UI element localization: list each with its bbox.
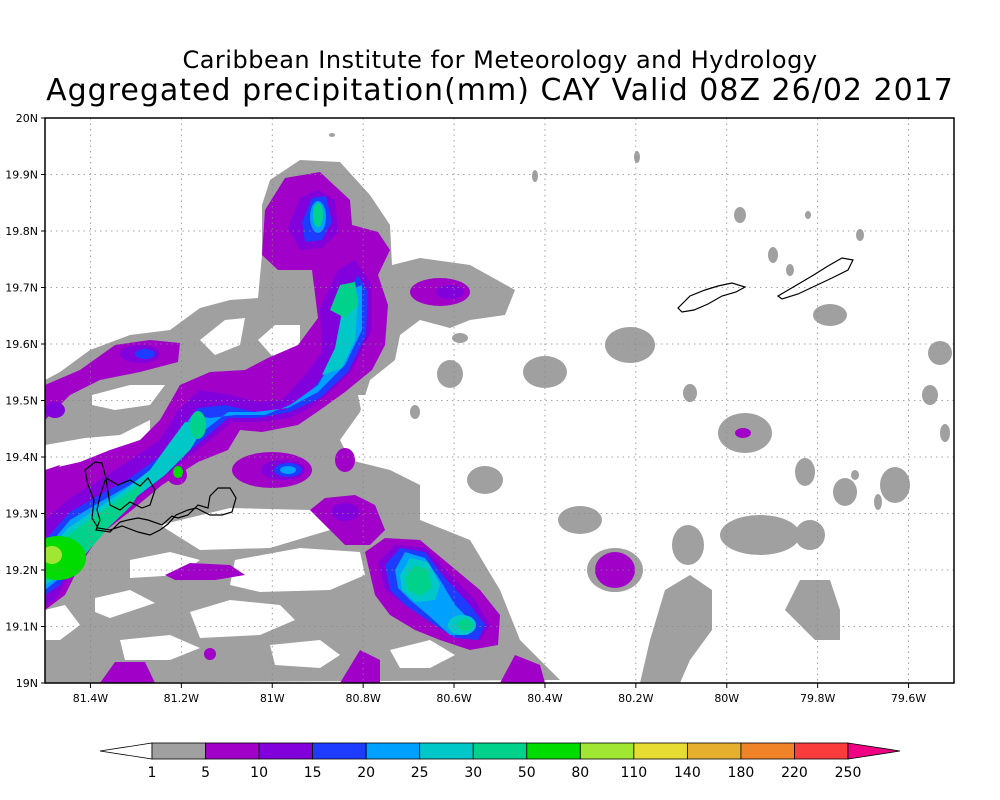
x-tick-label: 80.6W xyxy=(436,692,471,705)
y-tick-label: 19.2N xyxy=(5,564,38,577)
y-tick-label: 19.6N xyxy=(5,338,38,351)
precipitation-field xyxy=(45,133,952,683)
colorbar-level-label: 15 xyxy=(304,765,322,781)
x-tick-label: 80.2W xyxy=(618,692,653,705)
y-tick-label: 19.4N xyxy=(5,451,38,464)
grand-cayman-north-sound xyxy=(105,476,156,511)
little-cayman-coastline xyxy=(677,282,747,313)
colorbar-level-label: 1 xyxy=(148,765,157,781)
y-tick-label: 19.8N xyxy=(5,225,38,238)
colorbar-swatch xyxy=(686,742,742,760)
precip-band-80-110 xyxy=(45,546,62,564)
coastlines xyxy=(84,257,854,536)
x-tick-label: 79.8W xyxy=(800,692,835,705)
y-tick-label: 19.5N xyxy=(5,395,38,408)
colorbar-low-arrow xyxy=(99,742,153,760)
x-tick-label: 80.8W xyxy=(345,692,380,705)
x-tick-label: 81.4W xyxy=(73,692,108,705)
colorbar-swatch xyxy=(312,742,367,760)
precip-band-below-1 xyxy=(45,318,455,668)
colorbar-swatch xyxy=(419,742,474,760)
colorbar-level-label: 20 xyxy=(357,765,375,781)
x-tick-label: 80.4W xyxy=(527,692,562,705)
colorbar-swatch xyxy=(526,742,581,760)
x-tick-label: 79.6W xyxy=(891,692,926,705)
y-tick-label: 19.1N xyxy=(5,621,38,634)
colorbar-swatch xyxy=(205,742,260,760)
cayman-brac-coastline xyxy=(776,257,854,300)
colorbar-level-label: 250 xyxy=(835,765,862,781)
colorbar-swatch xyxy=(151,742,206,760)
colorbar-level-label: 140 xyxy=(674,765,701,781)
colorbar-level-label: 25 xyxy=(411,765,429,781)
colorbar-level-label: 110 xyxy=(620,765,647,781)
map-title-institute: Caribbean Institute for Meteorology and … xyxy=(182,46,818,74)
colorbar-level-label: 50 xyxy=(518,765,536,781)
grand-cayman-coastline xyxy=(84,461,237,536)
colorbar-level-label: 10 xyxy=(250,765,268,781)
colorbar-swatch xyxy=(579,742,635,760)
colorbar-swatch xyxy=(740,742,795,760)
colorbar-level-label: 80 xyxy=(571,765,589,781)
plot-frame xyxy=(44,117,955,684)
x-tick-label: 80W xyxy=(714,692,739,705)
colorbar-swatch xyxy=(633,742,688,760)
colorbar-level-label: 30 xyxy=(464,765,482,781)
y-tick-label: 19N xyxy=(16,677,38,690)
precipitation-colorbar: 1 5 10 15 20 25 30 50 80 110 140 180 220 250 xyxy=(99,742,901,781)
map-title-product: Aggregated precipitation(mm) CAY Valid 0… xyxy=(46,73,954,108)
colorbar-high-arrow xyxy=(847,742,901,760)
colorbar-swatch xyxy=(472,742,528,760)
colorbar-swatch xyxy=(365,742,421,760)
colorbar-swatch xyxy=(258,742,314,760)
x-tick-label: 81W xyxy=(260,692,285,705)
y-tick-label: 19.3N xyxy=(5,508,38,521)
colorbar-level-label: 180 xyxy=(728,765,755,781)
colorbar-level-label: 220 xyxy=(781,765,808,781)
x-tick-label: 81.2W xyxy=(164,692,199,705)
y-tick-label: 20N xyxy=(16,112,38,125)
graticule: 81.4W 81.2W 81W 80.8W 80.6W 80.4W 80.2W 80W 79.8… xyxy=(5,112,954,705)
y-tick-label: 19.9N xyxy=(5,169,38,182)
y-tick-label: 19.7N xyxy=(5,282,38,295)
colorbar-level-label: 5 xyxy=(201,765,210,781)
colorbar-swatch xyxy=(794,742,849,760)
